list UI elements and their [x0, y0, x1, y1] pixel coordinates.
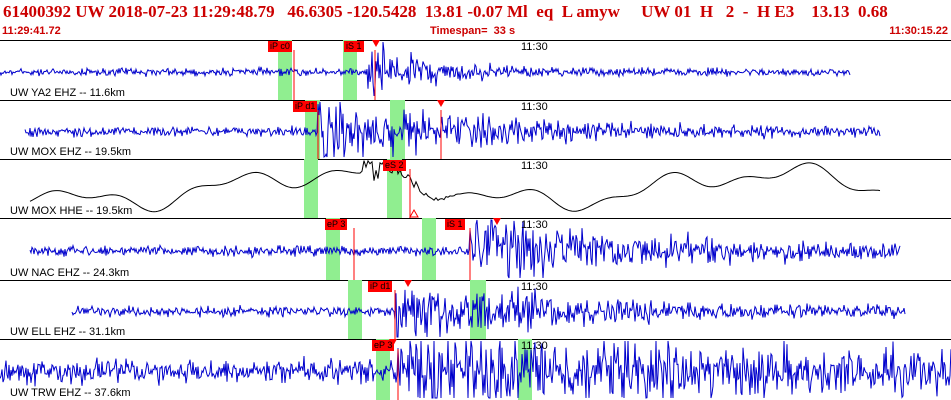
- pick-marker-icon: [409, 208, 419, 218]
- waveform-trace: [29, 159, 881, 218]
- waveform-panel-mox-ehz[interactable]: 11:30 iP d1 UW MOX EHZ -- 19.5km: [0, 100, 951, 160]
- pick-window: [305, 100, 320, 159]
- time-tick: 11:30: [521, 41, 548, 53]
- waveform-line: [29, 219, 901, 279]
- waveform-trace: [24, 100, 881, 159]
- time-tick: 11:30: [521, 219, 548, 231]
- waveform-panel-trw[interactable]: 11:30 eP 3 UW TRW EHZ -- 37.6km: [0, 339, 951, 400]
- waveform-panel-nac[interactable]: 11:30 eP 3 iS 1 UW NAC EHZ -- 24.3km: [0, 218, 951, 281]
- waveform-trace: [71, 280, 906, 339]
- time-tick: 11:30: [521, 160, 548, 172]
- waveform-line: [71, 286, 906, 338]
- pick-window: [376, 339, 390, 400]
- waveform-panel-ya2[interactable]: 11:30 iP c0 iS 1 UW YA2 EHZ -- 11.6km: [0, 40, 951, 101]
- pick-window: [422, 218, 436, 280]
- waveform-line: [24, 101, 881, 158]
- waveform-line: [0, 340, 951, 399]
- station-label: UW ELL EHZ -- 31.1km: [10, 326, 126, 338]
- pick-label[interactable]: iP d1: [293, 101, 318, 112]
- waveform-trace: [0, 339, 951, 400]
- event-header: 61400392 UW 2018-07-23 11:29:48.79 46.63…: [0, 0, 951, 41]
- event-title: 61400392 UW 2018-07-23 11:29:48.79 46.63…: [3, 2, 888, 21]
- pick-label[interactable]: eS 2: [383, 160, 406, 171]
- pick-marker-icon: [404, 280, 412, 287]
- pick-window: [348, 280, 362, 339]
- time-tick: 11:30: [521, 101, 548, 113]
- pick-label[interactable]: iP d1: [368, 281, 393, 292]
- pick-marker-icon: [437, 100, 445, 107]
- waveform-panels: 11:30 iP c0 iS 1 UW YA2 EHZ -- 11.6km 11…: [0, 40, 951, 400]
- pick-marker-icon: [372, 40, 380, 47]
- waveform-line: [0, 41, 851, 97]
- pick-window: [470, 280, 486, 339]
- waveform-trace: [29, 218, 901, 280]
- waveform-panel-ell[interactable]: 11:30 iP d1 UW ELL EHZ -- 31.1km: [0, 280, 951, 340]
- station-label: UW MOX EHZ -- 19.5km: [10, 146, 132, 158]
- pick-label[interactable]: eP 3: [372, 340, 395, 351]
- station-label: UW NAC EHZ -- 24.3km: [10, 267, 130, 279]
- pick-label[interactable]: eP 3: [325, 219, 348, 230]
- pick-window: [304, 159, 318, 218]
- waveform-panel-mox-hhe[interactable]: 11:30 eS 2 UW MOX HHE -- 19.5km: [0, 159, 951, 219]
- waveform-line: [29, 159, 881, 213]
- station-label: UW MOX HHE -- 19.5km: [10, 205, 133, 217]
- time-tick: 11:30: [521, 281, 548, 293]
- pick-label[interactable]: iS 1: [445, 219, 465, 230]
- end-time: 11:30:15.22: [889, 25, 948, 37]
- waveform-trace: [0, 40, 851, 100]
- station-label: UW YA2 EHZ -- 11.6km: [10, 87, 125, 99]
- timespan: Timespan= 33 s: [430, 25, 516, 37]
- time-tick: 11:30: [521, 340, 548, 352]
- pick-marker-icon: [493, 218, 501, 225]
- pick-window: [278, 40, 292, 100]
- pick-label[interactable]: iP c0: [268, 41, 292, 52]
- station-label: UW TRW EHZ -- 37.6km: [10, 387, 131, 399]
- pick-label[interactable]: iS 1: [344, 41, 364, 52]
- start-time: 11:29:41.72: [2, 25, 61, 37]
